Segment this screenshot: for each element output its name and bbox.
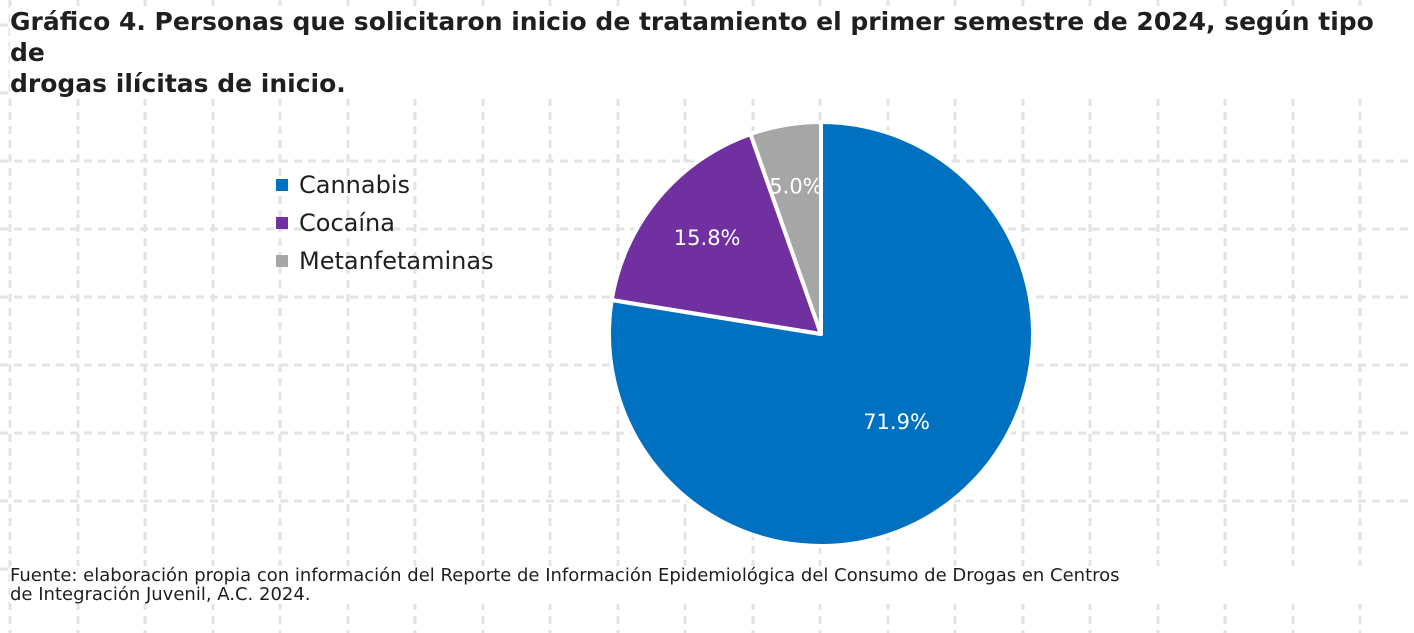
legend-swatch-cocaina <box>276 217 288 229</box>
pie-slice-cannabis <box>607 120 1035 548</box>
pie-slice-cocaina <box>609 132 823 336</box>
chart-title: Gráfico 4. Personas que solicitaron inic… <box>10 6 1410 99</box>
pie-data-label-cannabis: 71.9% <box>863 410 930 434</box>
pie-data-label-metanfetaminas: 5.0% <box>769 175 822 199</box>
legend-item-cocaina: Cocaína <box>276 204 494 242</box>
pie-data-label-cocaina: 15.8% <box>674 226 741 250</box>
chart-title-line-2: drogas ilícitas de inicio. <box>10 69 346 98</box>
legend-item-metanfetaminas: Metanfetaminas <box>276 242 494 280</box>
legend-swatch-metanfetaminas <box>276 255 288 267</box>
legend-label-cocaina: Cocaína <box>299 209 395 237</box>
chart-title-line-1: Gráfico 4. Personas que solicitaron inic… <box>10 7 1374 67</box>
legend-swatch-cannabis <box>276 179 288 191</box>
source-note-line-1: Fuente: elaboración propia con informaci… <box>10 565 1120 586</box>
legend-label-metanfetaminas: Metanfetaminas <box>299 247 494 275</box>
source-note-line-2: de Integración Juvenil, A.C. 2024. <box>10 584 311 605</box>
pie-chart: 71.9% 15.8% 5.0% <box>607 120 1035 548</box>
legend-label-cannabis: Cannabis <box>299 171 410 199</box>
source-note: Fuente: elaboración propia con informaci… <box>10 566 1410 604</box>
chart-legend: Cannabis Cocaína Metanfetaminas <box>276 166 494 280</box>
legend-item-cannabis: Cannabis <box>276 166 494 204</box>
pie-slice-metanfetaminas <box>748 120 823 336</box>
